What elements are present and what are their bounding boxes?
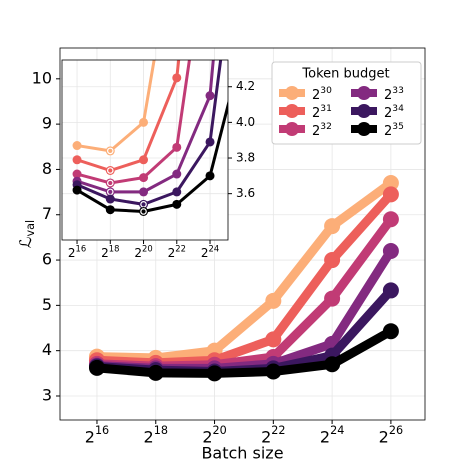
marker <box>265 292 282 309</box>
y-tick-label: 3.6 <box>236 186 255 200</box>
marker <box>382 175 399 192</box>
plot-frame <box>59 47 426 421</box>
inset: 216 218 220 222 224 3.6 3.8 4.0 4.2 <box>61 59 255 260</box>
marker <box>324 218 341 235</box>
y-axis-label: ℒval <box>16 220 37 248</box>
series-group <box>72 60 228 216</box>
marker <box>172 73 182 83</box>
legend-label: 231 <box>312 103 332 120</box>
marker <box>205 137 215 147</box>
marker <box>265 331 282 348</box>
x-tick-label: 218 <box>144 424 168 446</box>
line <box>76 99 228 213</box>
legend-marker <box>285 104 299 118</box>
x-tick-label: 218 <box>101 243 119 260</box>
legend-marker <box>357 86 371 100</box>
marker <box>172 199 182 209</box>
marker <box>72 169 82 179</box>
x-axis-label: Batch size <box>201 444 283 463</box>
x-tick-label: 222 <box>168 243 186 260</box>
marker <box>265 363 282 380</box>
line <box>76 60 215 194</box>
marker <box>206 365 223 382</box>
legend-box <box>271 61 422 145</box>
y-tick-label: 4.2 <box>236 79 255 93</box>
series-group <box>88 175 399 382</box>
y-tick-label: 3.8 <box>236 151 255 165</box>
marker <box>147 364 164 381</box>
y-tick-label: 10 <box>32 68 52 87</box>
marker <box>324 252 341 269</box>
plot-frame <box>61 59 229 241</box>
x-tick-label: 224 <box>201 243 219 260</box>
marker <box>205 91 215 101</box>
x-tick-label: 216 <box>85 424 109 446</box>
x-tick-label: 222 <box>261 424 285 446</box>
marker <box>72 155 82 165</box>
min-ring <box>140 208 147 215</box>
legend-label: 230 <box>312 85 332 102</box>
marker <box>139 173 149 183</box>
marker <box>72 185 82 195</box>
marker <box>382 186 399 203</box>
marker <box>382 282 399 299</box>
x-tick-label: 220 <box>202 424 226 446</box>
legend-label: 234 <box>384 103 404 120</box>
marker <box>324 356 341 373</box>
legend-label: 233 <box>384 85 404 102</box>
line <box>76 60 156 153</box>
marker <box>139 117 149 127</box>
marker <box>105 205 115 215</box>
main-plot: 216 218 220 222 224 226 3 4 5 6 7 8 9 10 Batch size ℒva… <box>16 47 426 463</box>
x-tick-label: 216 <box>68 243 86 260</box>
marker <box>105 194 115 204</box>
marker <box>88 359 105 376</box>
x-tick-label: 220 <box>134 243 152 260</box>
min-ring <box>106 179 114 187</box>
marker <box>172 142 182 152</box>
line <box>76 60 223 206</box>
line <box>96 179 394 363</box>
marker <box>382 323 399 340</box>
legend-marker <box>357 104 371 118</box>
marker <box>382 211 399 228</box>
y-tick-label: 8 <box>42 159 52 178</box>
marker <box>172 187 182 197</box>
legend-marker <box>285 122 299 136</box>
y-tick-label: 6 <box>42 250 52 269</box>
marker <box>139 187 149 197</box>
line <box>96 327 394 378</box>
y-tick-label: 5 <box>42 295 52 314</box>
marker <box>172 169 182 179</box>
y-tick-label: 9 <box>42 114 52 133</box>
marker <box>72 141 82 151</box>
line <box>76 60 181 172</box>
marker <box>382 242 399 259</box>
y-tick-label: 7 <box>42 204 52 223</box>
min-ring <box>106 167 114 174</box>
legend-marker <box>285 86 299 100</box>
legend-label: 232 <box>312 121 332 138</box>
marker <box>324 290 341 307</box>
min-ring <box>106 147 114 155</box>
line <box>76 60 191 185</box>
x-tick-label: 224 <box>320 424 344 446</box>
marker <box>205 171 215 181</box>
legend-title: Token budget <box>301 67 389 82</box>
y-tick-label: 4.0 <box>236 115 255 129</box>
legend-label: 235 <box>384 121 404 138</box>
legend-marker <box>357 122 371 136</box>
y-tick-label: 3 <box>42 385 52 404</box>
marker <box>139 155 149 165</box>
y-tick-label: 4 <box>42 340 52 359</box>
x-tick-label: 226 <box>379 424 403 446</box>
